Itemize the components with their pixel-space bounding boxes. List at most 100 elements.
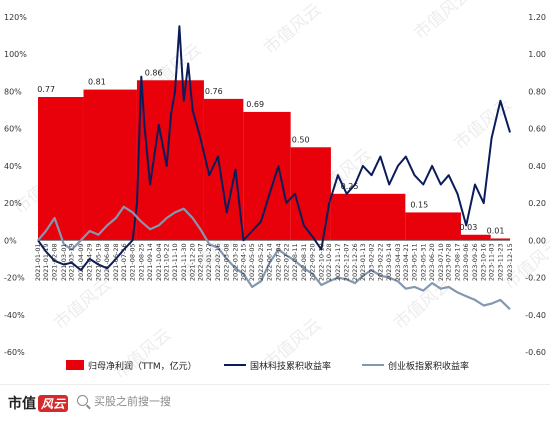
profit-bar: [460, 234, 491, 241]
profit-bars: [38, 80, 510, 241]
left-axis: 120% 100% 80% 60% 40% 20% 0% -20% -40% -60%: [4, 13, 27, 357]
profit-bar-label: 0.15: [410, 200, 428, 209]
left-axis-tick: 60%: [4, 125, 22, 134]
profit-bar-label: 0.01: [487, 226, 505, 235]
x-axis-tick: 2023-04-21: [402, 243, 410, 281]
x-axis-tick: 2023-02-22: [376, 243, 384, 281]
x-axis-tick: 2021-04-29: [86, 243, 94, 281]
profit-bar: [330, 193, 406, 241]
x-axis-tick: 2023-07-28: [445, 243, 453, 281]
x-axis-tick: 2021-06-08: [103, 243, 111, 281]
x-axis-tick: 2021-11-30: [180, 243, 188, 281]
right-axis-tick: -0.60: [525, 348, 546, 357]
profit-bar-labels: 0.77 0.81 0.86 0.76 0.69 0.50 0.25 0.15 0.03 0.01: [37, 68, 504, 235]
x-axis-tick: 2021-09-14: [146, 243, 154, 281]
search-icon: [77, 395, 88, 406]
return-lines: [37, 25, 511, 310]
x-axis-tick: 2023-12-15: [506, 243, 514, 281]
x-axis-tick: 2022-11-17: [334, 243, 342, 281]
legend-label: 国林科技累积收益率: [250, 360, 331, 372]
x-axis-tick: 2021-01-19: [42, 243, 50, 281]
x-axis-tick: 2022-03-08: [223, 243, 231, 281]
profit-bar-label: 0.76: [205, 87, 223, 96]
legend: 归母净利润（TTM，亿元） 国林科技累积收益率 创业板指累积收益率: [66, 360, 469, 372]
x-axis-tick: 2023-02-02: [368, 243, 376, 281]
right-axis-tick: 1.20: [528, 13, 546, 22]
x-axis-tick: 2021-05-19: [94, 243, 102, 281]
x-axis-tick: 2023-08-17: [453, 243, 461, 281]
legend-swatch-bars: [66, 360, 84, 370]
profit-bar-label: 0.50: [292, 135, 310, 144]
x-axis-tick: 2021-06-28: [112, 243, 120, 281]
x-axis-tick: 2021-11-10: [171, 243, 179, 281]
profit-bar-label: 0.77: [37, 85, 55, 94]
brand-stylized: 风云: [38, 395, 69, 412]
right-axis-tick: 0.40: [528, 162, 546, 171]
x-axis-tick: 2022-07-04: [274, 243, 282, 281]
profit-bar-label: 0.03: [459, 223, 477, 232]
x-axis-tick: 2021-07-16: [120, 243, 128, 281]
footer-bar: 市值 风云 买股之前搜一搜: [0, 384, 550, 421]
profit-bar-label: 0.25: [341, 182, 359, 191]
profit-bar: [290, 147, 331, 241]
brand-name: 市值: [8, 396, 36, 412]
search-placeholder: 买股之前搜一搜: [94, 395, 171, 408]
x-axis-tick: 2023-04-03: [394, 243, 402, 281]
profit-bar: [38, 97, 84, 241]
x-axis-tick: 2022-08-11: [291, 243, 299, 281]
profit-bar: [243, 111, 291, 241]
x-axis-tick: 2022-12-26: [351, 243, 359, 281]
x-axis-tick: 2021-03-01: [60, 243, 68, 281]
search-box[interactable]: 买股之前搜一搜: [77, 393, 171, 409]
x-axis-tick: 2022-05-05: [248, 243, 256, 281]
x-axis-tick: 2021-04-09: [77, 243, 85, 281]
x-axis-tick: 2021-02-08: [51, 243, 59, 281]
left-axis-tick: 0%: [4, 236, 17, 245]
x-axis-tick: 2023-11-23: [496, 243, 504, 281]
x-axis: 2021-01-01 2021-01-19 2021-02-08 2021-03-01…: [34, 243, 514, 281]
left-axis-tick: -20%: [4, 274, 25, 283]
x-axis-tick: 2023-09-26: [471, 243, 479, 281]
profit-bar-label: 0.81: [88, 78, 106, 87]
x-axis-tick: 2022-12-07: [343, 243, 351, 281]
watermark-text: 市值风云: [260, 0, 325, 59]
legend-label: 归母净利润（TTM，亿元）: [88, 360, 197, 372]
left-axis-tick: 100%: [4, 50, 27, 59]
x-axis-tick: 2022-04-15: [239, 243, 247, 281]
x-axis-tick: 2023-06-20: [428, 243, 436, 281]
right-axis-tick: 1.00: [528, 50, 546, 59]
x-axis-tick: 2023-01-13: [359, 243, 367, 281]
profit-bar: [83, 89, 137, 241]
x-axis-tick: 2022-06-14: [266, 243, 274, 281]
x-axis-tick: 2023-05-31: [419, 243, 427, 281]
x-axis-tick: 2021-03-19: [68, 243, 76, 281]
x-axis-tick: 2022-01-27: [205, 243, 213, 281]
left-axis-tick: -40%: [4, 311, 25, 320]
watermark-text: 市值风云: [50, 275, 115, 334]
x-axis-tick: 2022-05-25: [257, 243, 265, 281]
x-axis-tick: 2023-11-03: [488, 243, 496, 281]
brand-logo[interactable]: 市值 风云: [8, 393, 69, 413]
left-axis-tick: 80%: [4, 87, 22, 96]
right-axis-tick: -0.40: [525, 311, 546, 320]
x-axis-tick: 2023-05-11: [411, 243, 419, 281]
x-axis-tick: 2023-10-16: [480, 243, 488, 281]
right-axis-tick: 0.20: [528, 199, 546, 208]
left-axis-tick: 120%: [4, 13, 27, 22]
profit-bar: [203, 98, 244, 241]
watermark-text: 市值风云: [410, 0, 475, 44]
watermark-text: 市值风云: [110, 325, 175, 384]
x-axis-tick: 2022-10-28: [325, 243, 333, 281]
profit-bar: [405, 212, 461, 241]
legend-label: 创业板指累积收益率: [388, 360, 469, 372]
x-axis-tick: 2022-07-22: [282, 243, 290, 281]
x-axis-tick: 2022-10-10: [317, 243, 325, 281]
x-axis-tick: 2022-01-07: [196, 243, 204, 281]
x-axis-tick: 2022-08-31: [300, 243, 308, 281]
right-axis: 1.20 1.00 0.80 0.60 0.40 0.20 0.00 -0.20 -0.40 -0…: [525, 13, 546, 357]
x-axis-tick: 2022-09-20: [309, 243, 317, 281]
left-axis-tick: 40%: [4, 162, 22, 171]
left-axis-tick: -60%: [4, 348, 25, 357]
